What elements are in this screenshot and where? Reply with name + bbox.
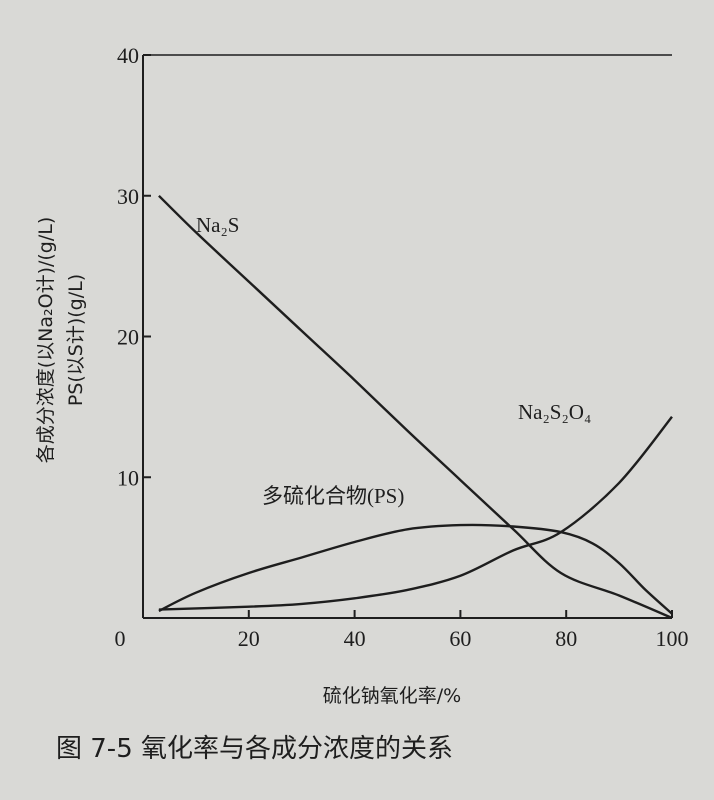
x-tick-label: 100: [656, 626, 689, 651]
x-tick-label: 0: [115, 626, 126, 651]
y-tick-label: 10: [117, 465, 139, 490]
plot-axes: [142, 54, 672, 619]
x-tick-label: 20: [238, 626, 260, 651]
y-tick-label: 40: [117, 43, 139, 68]
y-tick-label: 30: [117, 184, 139, 209]
x-axis-label: 硫化钠氧化率/%: [323, 685, 461, 707]
x-ticks: 0 20 40 60 80 100: [115, 610, 689, 651]
x-tick-label: 40: [344, 626, 366, 651]
x-tick-label: 80: [555, 626, 577, 651]
series-line-na2s: [158, 194, 673, 620]
x-tick-label: 60: [449, 626, 471, 651]
series-line-ps: [158, 523, 673, 615]
y-axis-label-line2: PS(以S计)(g/L): [65, 274, 87, 406]
series-label-na2s2o4: Na₂S₂O₄: [518, 400, 591, 424]
series-line-na2s2o4: [158, 415, 673, 611]
figure-caption: 图 7-5 氧化率与各成分浓度的关系: [56, 734, 453, 764]
y-axis-label-line1: 各成分浓度(以Na₂O计)/(g/L): [35, 217, 57, 464]
series-lines: [158, 194, 673, 620]
series-label-na2s: Na₂S: [196, 213, 240, 237]
y-ticks: 10 20 30 40: [117, 43, 151, 490]
y-tick-label: 20: [117, 325, 139, 350]
series-label-ps: 多硫化合物(PS): [262, 484, 404, 508]
